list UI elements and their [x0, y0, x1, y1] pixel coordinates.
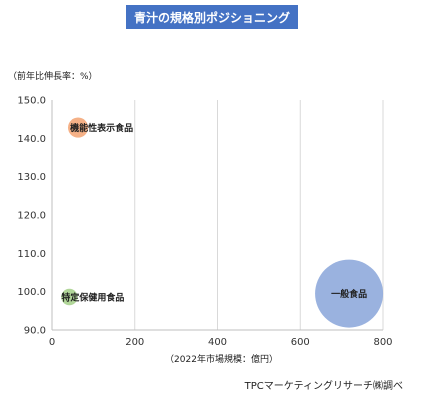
x-tick-600: 600 [291, 337, 310, 348]
tick-labels: 0 200 400 600 800 90.0 100.0 110.0 120.0 130.0 140… [17, 96, 392, 349]
y-tick-120.0: 120.0 [17, 211, 46, 222]
x-tick-200: 200 [125, 337, 144, 348]
y-tick-150.0: 150.0 [17, 96, 46, 107]
bubble-2 [315, 259, 384, 328]
bubble-1 [61, 288, 78, 306]
x-axis-label: （2022年市場規模：億円） [165, 355, 278, 365]
x-tick-0: 0 [49, 337, 55, 348]
y-axis-label: （前年比伸長率：%） [8, 72, 98, 82]
axes [51, 100, 383, 331]
y-tick-130.0: 130.0 [17, 172, 46, 183]
bubble-0 [67, 117, 89, 138]
x-tick-800: 800 [373, 337, 392, 348]
y-tick-140.0: 140.0 [17, 134, 46, 145]
bubble-label-1: 特定保健用食品 [61, 292, 124, 304]
x-tick-400: 400 [208, 337, 227, 348]
y-tick-110.0: 110.0 [17, 249, 46, 260]
source-note: TPCマーケティングリサーチ㈱調べ [244, 381, 403, 392]
bubble-label-0: 機能性表示食品 [70, 122, 133, 134]
y-tick-90.0: 90.0 [24, 326, 46, 337]
y-tick-100.0: 100.0 [17, 287, 46, 298]
bubble-label-2: 一般食品 [331, 288, 367, 300]
chart-title: 青汁の規格別ポジショニング [126, 5, 298, 29]
